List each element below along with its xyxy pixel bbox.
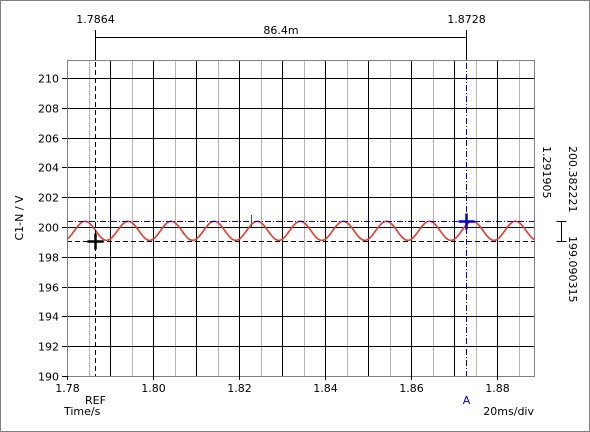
ref-cursor-marker[interactable] — [87, 233, 104, 250]
x-tick-label: 1.84 — [313, 382, 338, 395]
cursor-layer[interactable] — [67, 30, 534, 376]
y-tick-label: 196 — [38, 282, 59, 295]
plot-frame — [67, 60, 535, 377]
ref-cursor-label: REF — [85, 394, 106, 407]
y-tick-label: 200 — [38, 222, 59, 235]
y-tick-label: 194 — [38, 311, 59, 324]
axis-layer: 190 192 194 196 198 200 202 204 206 208 210 1.78 1.8… — [38, 37, 567, 395]
y-tick-label: 198 — [38, 252, 59, 265]
a-cursor-value-readout: 200.382221 — [566, 146, 579, 212]
x-tick-label: 1.82 — [227, 382, 252, 395]
x-tick-label: 1.80 — [141, 382, 166, 395]
y-tick-label: 192 — [38, 341, 59, 354]
y-tick-label: 202 — [38, 192, 59, 205]
x-tick-label: 1.88 — [485, 382, 510, 395]
y-tick-label: 210 — [38, 73, 59, 86]
delta-x-readout: 86.4m — [263, 24, 298, 37]
y-tick-label: 206 — [38, 133, 59, 146]
x-tick-label: 1.78 — [55, 382, 80, 395]
ref-cursor-value-readout: 199.090315 — [566, 236, 579, 302]
y-tick-label: 208 — [38, 103, 59, 116]
x-axis-label: Time/s — [63, 405, 101, 418]
y-axis-label: C1-N / V — [13, 195, 26, 241]
y-tick-label: 190 — [38, 371, 59, 384]
y-tick-label: 204 — [38, 162, 59, 175]
ref-cursor-x-readout: 1.7864 — [76, 13, 115, 26]
delta-y-readout: 1.291905 — [540, 146, 553, 199]
a-cursor-x-readout: 1.8728 — [447, 13, 486, 26]
timebase-label: 20ms/div — [483, 405, 534, 418]
x-tick-label: 1.86 — [399, 382, 424, 395]
a-cursor-label: A — [463, 394, 471, 407]
a-cursor-marker[interactable] — [458, 213, 475, 230]
